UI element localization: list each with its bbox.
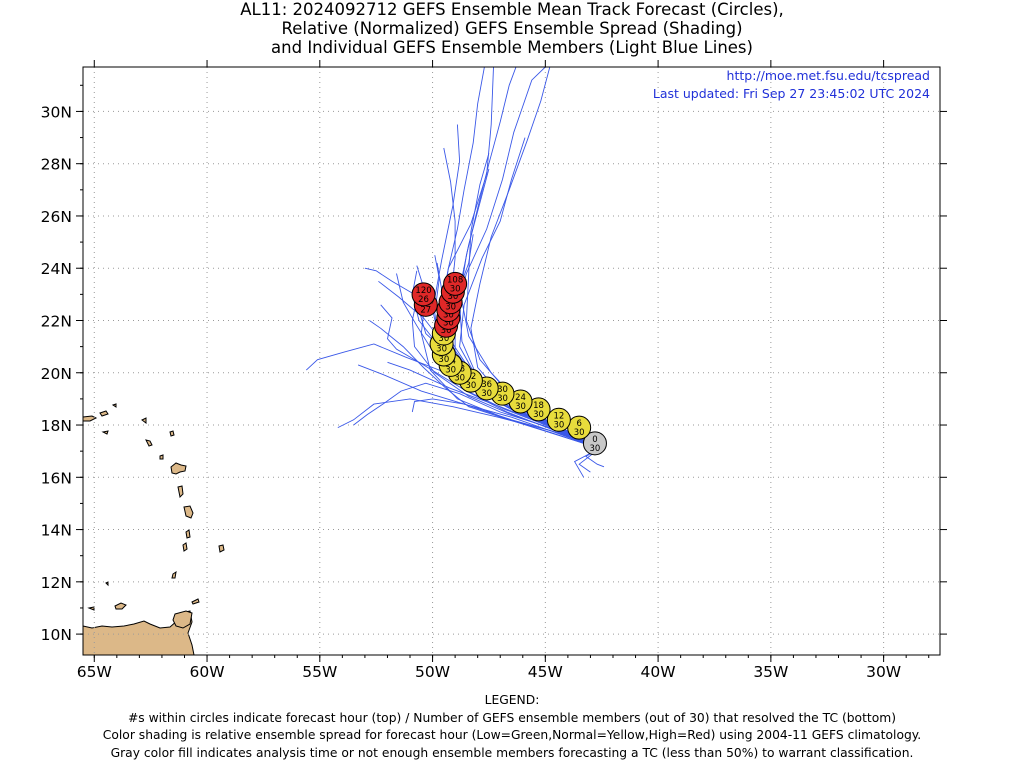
- track-circle: [443, 271, 468, 296]
- member-count-label: 30: [465, 381, 476, 391]
- member-count-label: 30: [443, 311, 454, 321]
- track-point-hour-0: 030: [582, 431, 607, 456]
- legend-line-2: Color shading is relative ensemble sprea…: [102, 728, 922, 742]
- antigua-land: [169, 430, 175, 437]
- y-tick-label: 16N: [41, 469, 72, 487]
- land-masses: [82, 403, 225, 656]
- member-count-label: 30: [447, 292, 458, 302]
- x-tick-label: 30W: [866, 663, 901, 681]
- legend-line-1: #s within circles indicate forecast hour…: [127, 710, 897, 725]
- x-tick-label: 35W: [753, 663, 788, 681]
- barbados-land: [218, 544, 225, 553]
- margarita-land: [114, 602, 127, 610]
- forecast-hour-label: 42: [465, 372, 476, 382]
- member-count-label: 30: [438, 334, 449, 344]
- member-track-line: [380, 304, 600, 449]
- y-tick-label: 30N: [41, 103, 72, 121]
- member-count-label: 30: [574, 428, 585, 438]
- x-tick-label: 65W: [77, 663, 112, 681]
- member-count-label: 30: [481, 389, 492, 399]
- longitude-axis: 65W 60W 55W 50W 45W 40W 35W 30W: [77, 60, 930, 681]
- forecast-hour-label: 18: [533, 401, 544, 411]
- member-count-label: 30: [590, 444, 601, 454]
- track-circle: [546, 407, 571, 432]
- y-tick-label: 12N: [41, 574, 72, 592]
- st-vincent-land: [182, 542, 188, 552]
- forecast-hour-label: 36: [481, 380, 492, 390]
- title-line-2: Relative (Normalized) GEFS Ensemble Spre…: [281, 19, 743, 38]
- x-tick-label: 55W: [302, 663, 337, 681]
- forecast-hour-label: 108: [447, 275, 463, 285]
- y-tick-label: 10N: [41, 626, 72, 644]
- guadeloupe-land: [170, 462, 187, 475]
- x-tick-label: 45W: [528, 663, 563, 681]
- x-tick-label: 40W: [641, 663, 676, 681]
- member-count-label: 30: [445, 303, 456, 313]
- virgin-islands-land: [82, 403, 117, 435]
- map-background: [83, 67, 940, 655]
- member-count-label: 30: [515, 402, 526, 412]
- member-count-label: 26: [418, 295, 429, 305]
- lat-lon-grid: [83, 67, 940, 655]
- los-roques-land: [87, 581, 109, 611]
- member-count-label: 30: [441, 326, 452, 336]
- x-tick-label: 50W: [415, 663, 450, 681]
- y-tick-label: 20N: [41, 365, 72, 383]
- member-count-label: 30: [436, 345, 447, 355]
- forecast-hour-label: 6: [576, 419, 581, 429]
- plot-frame: [82, 66, 941, 656]
- leeward-islands-land: [141, 417, 164, 460]
- legend-heading: LEGEND:: [484, 693, 540, 707]
- chart-title: AL11: 2024092712 GEFS Ensemble Mean Trac…: [0, 0, 1024, 57]
- member-track-line: [411, 289, 600, 449]
- member-count-label: 30: [553, 420, 564, 430]
- forecast-hour-label: 30: [497, 385, 508, 395]
- grenada-land: [171, 570, 177, 579]
- track-circle: [411, 282, 436, 307]
- title-line-1: AL11: 2024092712 GEFS Ensemble Mean Trac…: [240, 0, 784, 19]
- member-track-line: [411, 398, 600, 449]
- south-america-coast-land: [82, 610, 195, 656]
- track-circle: [582, 431, 607, 456]
- ensemble-mean-track: 0306301230183024303030363042304830543060…: [411, 271, 607, 456]
- member-count-label: 30: [443, 318, 454, 328]
- x-tick-label: 60W: [190, 663, 225, 681]
- forecast-hour-label: 120: [415, 286, 431, 296]
- y-tick-label: 24N: [41, 260, 72, 278]
- dominica-land: [177, 485, 184, 499]
- member-count-label: 30: [454, 373, 465, 383]
- track-point-hour-6: 630: [567, 415, 592, 440]
- y-tick-label: 22N: [41, 312, 72, 330]
- member-count-label: 27: [420, 305, 431, 315]
- member-count-label: 30: [450, 284, 461, 294]
- member-track-line: [369, 320, 600, 449]
- member-count-label: 30: [445, 365, 456, 375]
- legend: LEGEND: #s within circles indicate forec…: [0, 692, 1024, 762]
- y-tick-label: 14N: [41, 522, 72, 540]
- tobago-land: [191, 598, 200, 605]
- credit-url[interactable]: http://moe.met.fsu.edu/tcspread: [727, 68, 930, 83]
- title-line-3: and Individual GEFS Ensemble Members (Li…: [271, 38, 753, 57]
- last-updated: Last updated: Fri Sep 27 23:45:02 UTC 20…: [653, 86, 930, 101]
- forecast-hour-label: 24: [515, 393, 526, 403]
- trinidad-land: [172, 610, 193, 629]
- member-count-label: 30: [438, 355, 449, 365]
- legend-line-3: Gray color fill indicates analysis time …: [110, 745, 914, 760]
- member-count-label: 30: [533, 410, 544, 420]
- y-tick-label: 26N: [41, 208, 72, 226]
- member-count-label: 30: [497, 394, 508, 404]
- st-lucia-land: [185, 529, 191, 539]
- latitude-axis: 10N 12N 14N 16N 18N 20N 22N 24N 26N 28N 30N: [41, 84, 947, 644]
- y-tick-label: 28N: [41, 156, 72, 174]
- martinique-land: [183, 505, 194, 519]
- y-tick-label: 18N: [41, 417, 72, 435]
- forecast-hour-label: 0: [592, 435, 597, 445]
- forecast-hour-label: 12: [553, 411, 564, 421]
